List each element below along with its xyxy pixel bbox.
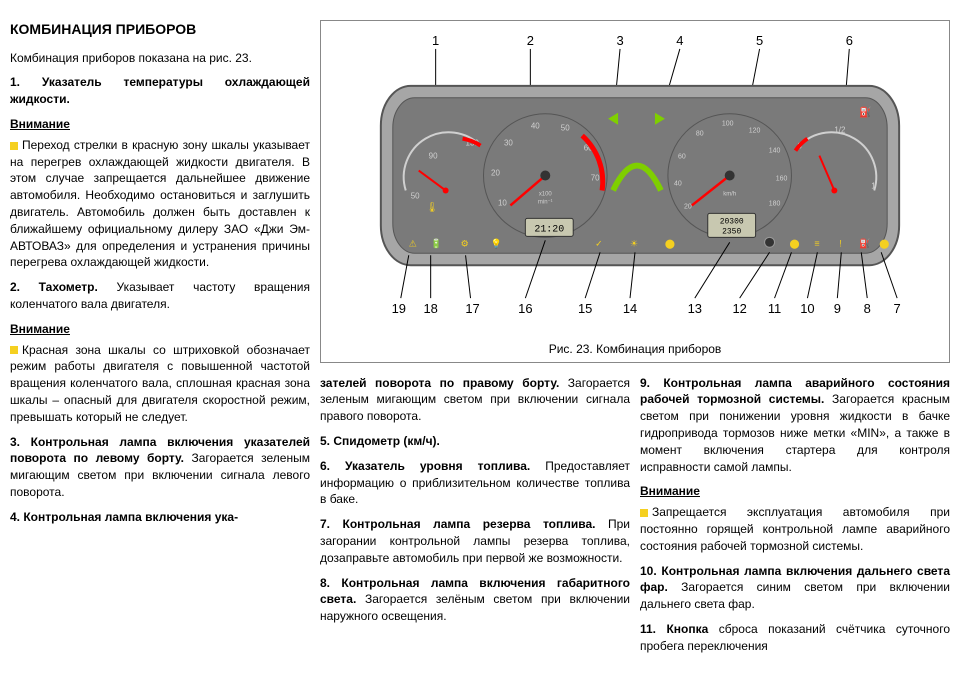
bullet-icon <box>10 142 18 150</box>
attention-1-label: Внимание <box>10 116 310 133</box>
section-5-title: 5. Спидометр (км/ч). <box>320 434 440 448</box>
cluster-bot-label-18: 18 <box>423 301 437 316</box>
bullet-icon <box>640 509 648 517</box>
cluster-bot-label-9: 9 <box>834 301 841 316</box>
svg-text:km/h: km/h <box>723 191 736 197</box>
svg-text:⚠: ⚠ <box>409 238 417 248</box>
svg-text:50: 50 <box>411 191 420 200</box>
cluster-bot-label-7: 7 <box>894 301 901 316</box>
section-3: 3. Контрольная лампа включения указателе… <box>10 434 310 501</box>
cluster-bot-label-14: 14 <box>623 301 637 316</box>
cluster-panel-inner <box>393 98 887 253</box>
section-4-cont-title: зателей поворота по правому борту. <box>320 376 559 390</box>
svg-text:50: 50 <box>561 124 570 133</box>
bullet-icon <box>10 346 18 354</box>
svg-text:1: 1 <box>871 181 876 190</box>
svg-text:120: 120 <box>749 128 761 135</box>
cluster-bot-label-16: 16 <box>518 301 532 316</box>
cluster-bot-label-17: 17 <box>465 301 479 316</box>
svg-text:100: 100 <box>722 121 734 128</box>
section-4-title: 4. Контрольная лампа включения ука- <box>10 510 238 524</box>
svg-text:20: 20 <box>684 203 692 210</box>
cluster-top-label-4: 4 <box>676 33 683 48</box>
cluster-top-label-6: 6 <box>846 33 853 48</box>
svg-text:140: 140 <box>769 148 781 155</box>
svg-text:💡: 💡 <box>490 237 501 248</box>
section-6: 6. Указатель уровня топлива. Предоставля… <box>320 458 630 508</box>
svg-text:min⁻¹: min⁻¹ <box>538 199 553 205</box>
section-4-cont: зателей поворота по правому борту. Загор… <box>320 375 630 425</box>
svg-text:90: 90 <box>429 152 438 161</box>
section-7-title: 7. Контрольная лампа резерва топлива. <box>320 517 595 531</box>
attention-2-label: Внимание <box>10 321 310 338</box>
svg-text:70: 70 <box>591 174 600 183</box>
lcd-left-text: 21:20 <box>534 223 564 234</box>
svg-text:40: 40 <box>531 122 540 131</box>
section-10: 10. Контрольная лампа включения дальнего… <box>640 563 950 613</box>
svg-text:30: 30 <box>504 139 513 148</box>
figure-box: 1 2 3 4 5 6 <box>320 20 950 363</box>
fuel-icon: ⛽ <box>859 106 871 119</box>
svg-text:160: 160 <box>776 176 788 183</box>
attention-3-label: Внимание <box>640 483 950 500</box>
svg-text:1/2: 1/2 <box>834 126 846 135</box>
section-11-title: 11. Кнопка <box>640 622 708 636</box>
cluster-bot-label-19: 19 <box>392 301 406 316</box>
cluster-bot-label-13: 13 <box>688 301 702 316</box>
svg-text:40: 40 <box>674 180 682 187</box>
cluster-bot-label-15: 15 <box>578 301 592 316</box>
svg-text:80: 80 <box>696 131 704 138</box>
svg-text:!: ! <box>839 238 842 248</box>
section-9: 9. Контрольная лампа аварийного состояни… <box>640 375 950 476</box>
svg-text:⬤: ⬤ <box>665 238 675 249</box>
section-8: 8. Контрольная лампа включения габаритно… <box>320 575 630 625</box>
svg-text:✓: ✓ <box>595 238 603 248</box>
cluster-top-label-5: 5 <box>756 33 763 48</box>
dashboard-figure: 1 2 3 4 5 6 <box>331 31 939 330</box>
section-2-title: 2. Тахометр. <box>10 280 98 294</box>
svg-text:🔋: 🔋 <box>431 237 442 248</box>
section-6-title: 6. Указатель уровня топлива. <box>320 459 530 473</box>
svg-text:⬤: ⬤ <box>879 238 889 249</box>
cluster-bot-label-12: 12 <box>732 301 746 316</box>
intro-text: Комбинация приборов показана на рис. 23. <box>10 50 310 67</box>
section-11: 11. Кнопка сброса показаний счётчика сут… <box>640 621 950 655</box>
attention-2-text: Красная зона шкалы со штриховкой обознач… <box>10 342 310 426</box>
svg-text:180: 180 <box>769 200 781 207</box>
section-7: 7. Контрольная лампа резерва топлива. Пр… <box>320 516 630 566</box>
svg-text:⛽: ⛽ <box>859 237 870 248</box>
cluster-top-label-2: 2 <box>527 33 534 48</box>
cluster-top-label-3: 3 <box>616 33 623 48</box>
section-1-title: 1. Указатель температуры охлаждающей жид… <box>10 75 310 106</box>
section-8-text: Загорается зелёным светом при включении … <box>320 592 630 623</box>
section-2: 2. Тахометр. Указывает частоту вращения … <box>10 279 310 313</box>
svg-text:⬤: ⬤ <box>789 238 799 249</box>
svg-text:20: 20 <box>491 169 500 178</box>
cluster-top-label-1: 1 <box>432 33 439 48</box>
cluster-bot-label-8: 8 <box>864 301 871 316</box>
temp-icon: 🌡 <box>426 201 439 213</box>
svg-text:☀: ☀ <box>630 238 638 248</box>
attention-3-body: Запрещается эксплуатация автомобиля при … <box>640 505 950 553</box>
cluster-bot-label-11: 11 <box>768 301 781 316</box>
attention-1-body: Переход стрелки в красную зону шкалы ука… <box>10 138 310 270</box>
section-10-text: Загорается синим светом при включении да… <box>640 580 950 611</box>
attention-2-body: Красная зона шкалы со штриховкой обознач… <box>10 343 310 424</box>
cluster-bot-label-10: 10 <box>800 301 814 316</box>
figure-caption: Рис. 23. Комбинация приборов <box>331 341 939 358</box>
svg-text:⚙: ⚙ <box>461 238 469 248</box>
attention-1-text: Переход стрелки в красную зону шкалы ука… <box>10 137 310 271</box>
lcd-right-bot: 2350 <box>722 227 741 236</box>
page-title: КОМБИНАЦИЯ ПРИБОРОВ <box>10 20 310 40</box>
svg-text:≡: ≡ <box>814 238 819 248</box>
svg-text:60: 60 <box>678 154 686 161</box>
attention-3-text: Запрещается эксплуатация автомобиля при … <box>640 504 950 554</box>
lcd-right-top: 20300 <box>720 217 744 226</box>
svg-text:x100: x100 <box>539 191 553 197</box>
svg-text:10: 10 <box>498 198 507 207</box>
